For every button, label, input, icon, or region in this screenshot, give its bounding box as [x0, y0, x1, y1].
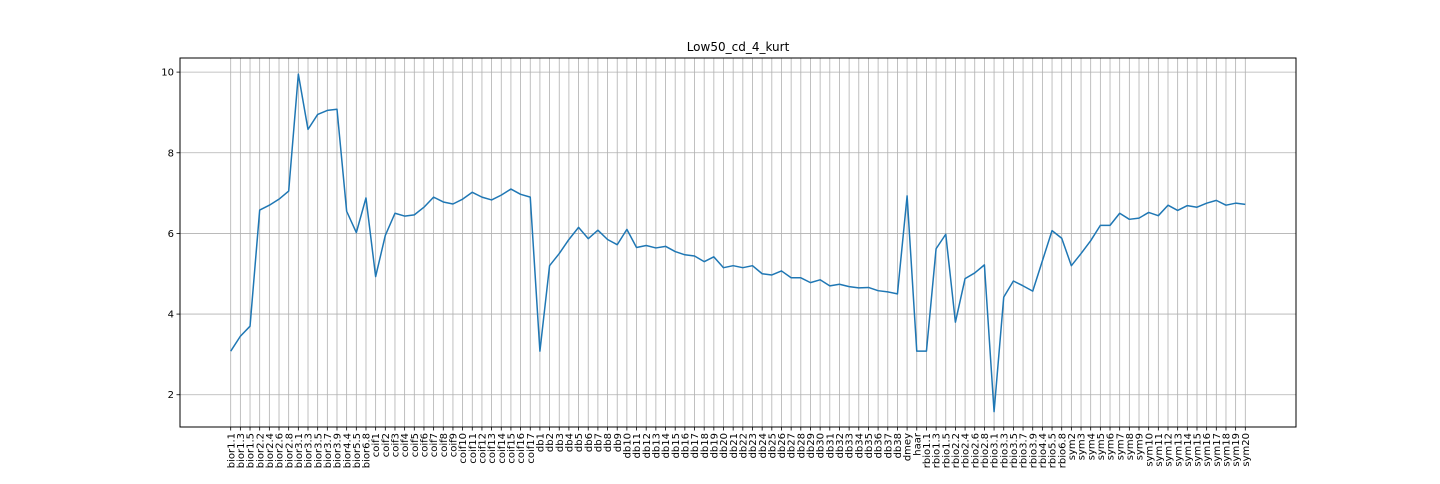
- y-tick-label: 4: [168, 310, 174, 321]
- x-tick-label: sym20: [1241, 433, 1252, 467]
- chart-title: Low50_cd_4_kurt: [687, 40, 790, 54]
- y-tick-label: 2: [168, 390, 174, 401]
- y-tick-label: 6: [168, 229, 174, 240]
- y-tick-label: 10: [161, 68, 174, 79]
- y-tick-label: 8: [168, 148, 174, 159]
